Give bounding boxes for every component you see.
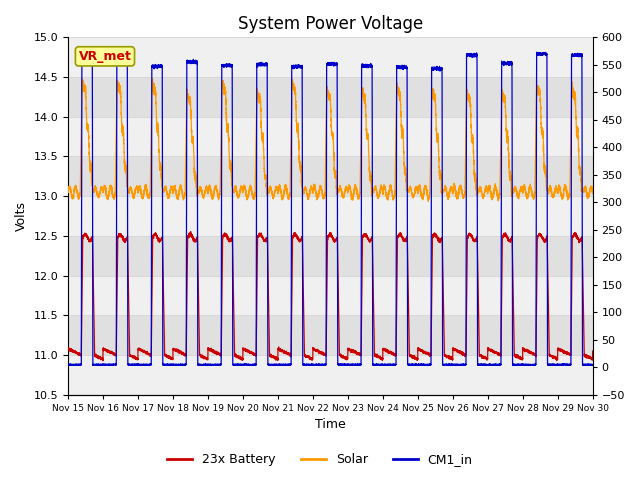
Text: VR_met: VR_met — [79, 50, 131, 63]
Y-axis label: Volts: Volts — [15, 201, 28, 231]
Bar — [68, 276, 593, 315]
Bar — [68, 37, 593, 77]
Bar — [68, 236, 593, 276]
Bar — [68, 77, 593, 117]
Title: System Power Voltage: System Power Voltage — [237, 15, 423, 33]
Bar — [68, 156, 593, 196]
Bar — [68, 315, 593, 355]
Bar — [68, 355, 593, 395]
Legend: 23x Battery, Solar, CM1_in: 23x Battery, Solar, CM1_in — [163, 448, 477, 471]
X-axis label: Time: Time — [315, 419, 346, 432]
Bar — [68, 117, 593, 156]
Bar — [68, 196, 593, 236]
